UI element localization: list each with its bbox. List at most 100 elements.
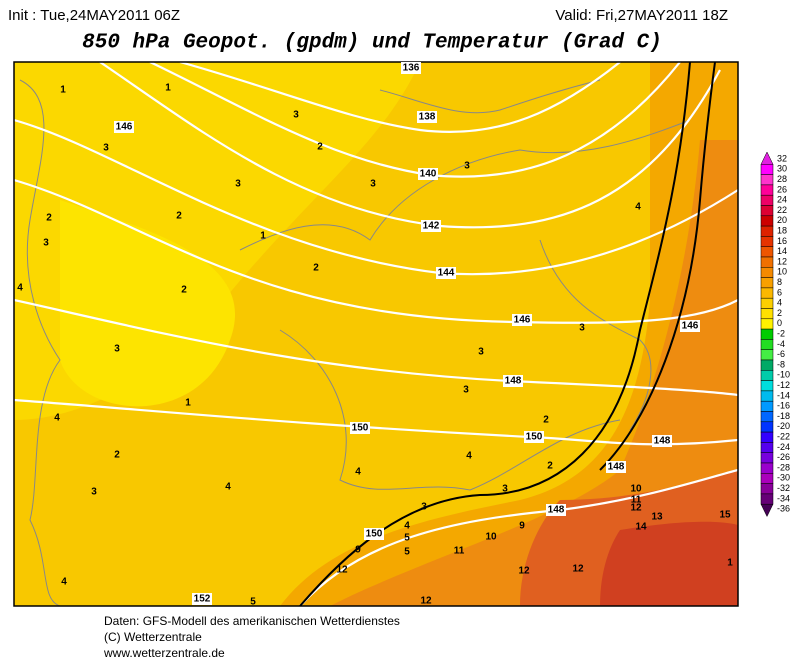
temperature-label: 4 (404, 521, 410, 532)
footer-text: Daten: GFS-Modell des amerikanischen Wet… (104, 614, 400, 628)
cool-zone (60, 200, 236, 407)
temperature-label: 4 (466, 451, 472, 462)
label-box (114, 121, 134, 133)
colorbar-label: 2 (777, 308, 782, 318)
colorbar: 32302826242220181614121086420-2-4-6-8-10… (760, 151, 790, 518)
temperature-label: 4 (355, 467, 361, 478)
colorbar-label: -22 (777, 431, 790, 441)
colorbar-cell (760, 318, 774, 330)
geopotential-contours (14, 62, 738, 606)
colorbar-label: 32 (777, 153, 787, 163)
label-box (401, 62, 421, 74)
label-box (421, 220, 441, 232)
temperature-label: 1 (60, 85, 66, 96)
label-box (680, 320, 700, 332)
temperature-label: 4 (17, 283, 23, 294)
temperature-label: 3 (91, 487, 97, 498)
colorbar-label: -34 (777, 493, 790, 503)
geopotential-label: 138 (419, 112, 436, 123)
colorbar-cell (760, 493, 774, 505)
label-box (418, 168, 438, 180)
colorbar-label: 6 (777, 287, 782, 297)
label-box (546, 504, 566, 516)
temperature-label: 12 (420, 596, 432, 607)
colorbar-label: -14 (777, 390, 790, 400)
colorbar-cell (760, 483, 774, 495)
colorbar-cell (760, 267, 774, 278)
colorbar-cell (760, 164, 774, 175)
colorbar-cell (760, 174, 774, 186)
temperature-label: 5 (404, 547, 410, 558)
colorbar-cell (760, 411, 774, 423)
geopotential-label: 148 (608, 462, 625, 473)
colorbar-cell (760, 370, 774, 381)
colorbar-label: -32 (777, 483, 790, 493)
colorbar-cell (760, 256, 774, 268)
temperature-label: 5 (250, 597, 256, 608)
geopotential-label: 150 (526, 432, 543, 443)
geopotential-label: 152 (194, 594, 211, 605)
temperature-label: 12 (518, 566, 530, 577)
colorbar-label: -30 (777, 473, 790, 483)
colorbar-cell (760, 380, 774, 392)
colorbar-label: 22 (777, 205, 787, 215)
temperature-label: 3 (421, 502, 427, 513)
label-box (436, 267, 456, 279)
temperature-label: 3 (43, 238, 49, 249)
colorbar-cell (760, 205, 774, 217)
colorbar-label: -36 (777, 504, 790, 514)
colorbar-label: 0 (777, 318, 782, 328)
colorbar-cell (760, 236, 774, 247)
colorbar-cell (760, 215, 774, 227)
temperature-label: 1 (260, 231, 266, 242)
colorbar-label: 12 (777, 256, 787, 266)
colorbar-label: 10 (777, 267, 787, 277)
temperature-label: 2 (46, 213, 52, 224)
map: 1361381401421441461461461481481481481501… (13, 61, 739, 608)
colorbar-label: -18 (777, 411, 790, 421)
temperature-label: 2 (317, 142, 323, 153)
colorbar-cell (760, 421, 774, 433)
colorbar-label: -24 (777, 442, 790, 452)
temperature-label: 4 (54, 413, 60, 424)
temperature-label: 15 (719, 510, 731, 521)
colorbar-label: -28 (777, 462, 790, 472)
temperature-label: 13 (651, 512, 663, 523)
temperature-label: 9 (519, 521, 525, 532)
label-box (524, 431, 544, 443)
label-box (652, 435, 672, 447)
colorbar-cell (760, 277, 774, 289)
colorbar-label: 16 (777, 236, 787, 246)
colorbar-label: 24 (777, 195, 787, 205)
colorbar-cell (760, 297, 774, 309)
geopotential-label: 148 (505, 376, 522, 387)
temperature-label: 1 (185, 398, 191, 409)
temperature-label: 3 (103, 143, 109, 154)
geopotential-label: 146 (682, 321, 699, 332)
colorbar-cell (760, 390, 774, 402)
colorbar-cell (760, 359, 774, 371)
temperature-label: 3 (478, 347, 484, 358)
geopotential-label: 150 (352, 423, 369, 434)
temperature-label: 11 (631, 495, 642, 506)
colorbar-cell (760, 400, 774, 412)
footer-text: www.wetterzentrale.de (103, 646, 225, 660)
temperature-label: 12 (572, 564, 584, 575)
colorbar-cell (760, 184, 774, 196)
geopotential-label: 142 (423, 221, 440, 232)
temperature-label: 1 (727, 558, 733, 569)
label-box (606, 461, 626, 473)
geopotential-label: 148 (654, 436, 671, 447)
colorbar-label: 18 (777, 225, 787, 235)
temperature-label: 2 (547, 461, 553, 472)
colorbar-cell (760, 452, 774, 464)
temperature-label: 2 (176, 211, 182, 222)
colorbar-cell (760, 225, 774, 237)
temperature-contour (599, 62, 716, 471)
label-box (503, 375, 523, 387)
label-box (364, 528, 384, 540)
colorbar-cell (760, 328, 774, 340)
colorbar-cell (760, 151, 774, 165)
colorbar-cell (760, 503, 774, 518)
colorbar-cell (760, 349, 774, 361)
